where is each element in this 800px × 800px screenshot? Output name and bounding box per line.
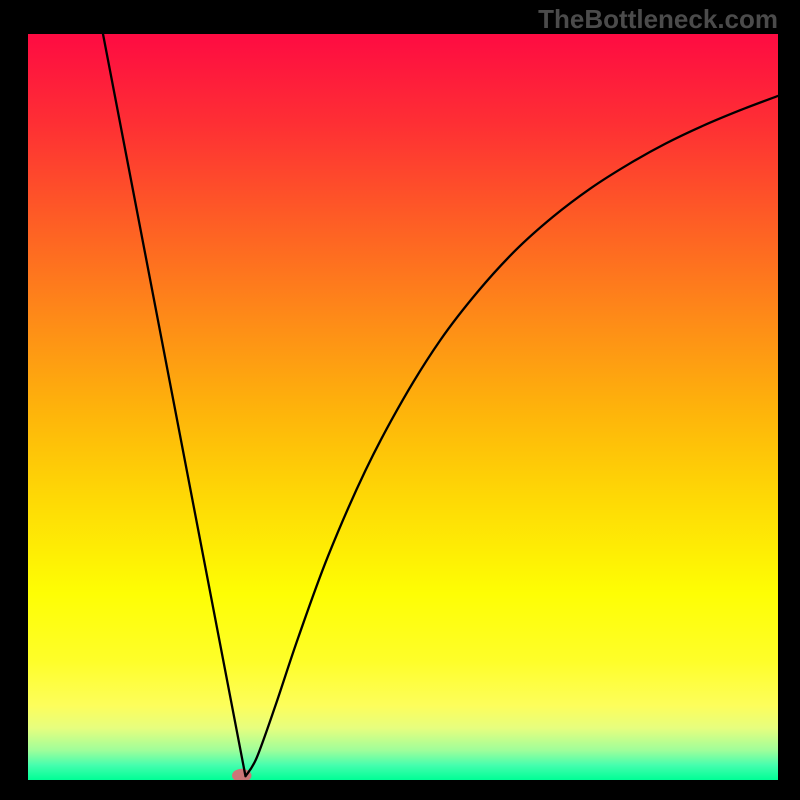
chart-background <box>28 34 778 780</box>
outer-frame: TheBottleneck.com <box>0 0 800 800</box>
watermark-text: TheBottleneck.com <box>538 4 778 35</box>
bottleneck-chart <box>28 34 778 780</box>
